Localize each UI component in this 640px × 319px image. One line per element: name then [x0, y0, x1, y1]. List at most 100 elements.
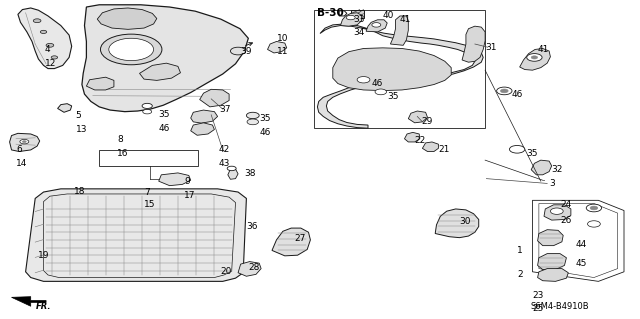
Polygon shape: [538, 269, 568, 281]
Text: 40: 40: [382, 11, 394, 20]
Text: 41: 41: [400, 15, 412, 24]
Text: 46: 46: [512, 90, 524, 99]
Text: 32: 32: [552, 165, 563, 174]
Text: 31: 31: [485, 43, 497, 52]
Polygon shape: [230, 219, 244, 230]
Polygon shape: [268, 41, 287, 53]
Text: 43: 43: [219, 159, 230, 168]
Polygon shape: [200, 89, 229, 107]
Circle shape: [143, 109, 152, 114]
Circle shape: [247, 119, 259, 125]
Text: 10: 10: [276, 34, 288, 43]
Polygon shape: [404, 132, 420, 142]
Circle shape: [109, 38, 154, 61]
Text: 29: 29: [421, 117, 433, 126]
Circle shape: [509, 145, 525, 153]
Text: 2: 2: [517, 271, 523, 279]
Text: 35: 35: [526, 149, 538, 158]
Polygon shape: [159, 173, 191, 186]
Text: 24: 24: [560, 200, 572, 209]
Polygon shape: [422, 142, 438, 152]
Circle shape: [230, 47, 246, 55]
Polygon shape: [191, 123, 214, 135]
Text: 25: 25: [532, 304, 544, 313]
Circle shape: [590, 206, 598, 210]
Text: FR.: FR.: [36, 302, 51, 311]
Polygon shape: [191, 110, 218, 123]
Text: 8: 8: [117, 135, 123, 144]
Polygon shape: [82, 5, 248, 112]
Polygon shape: [228, 169, 238, 179]
Polygon shape: [520, 48, 550, 70]
Text: S6M4-B4910B: S6M4-B4910B: [530, 302, 589, 311]
Text: 46: 46: [259, 128, 271, 137]
Text: 4: 4: [45, 45, 51, 54]
Polygon shape: [317, 24, 483, 128]
Text: 38: 38: [244, 169, 256, 178]
Text: 7: 7: [144, 188, 150, 197]
Text: 36: 36: [246, 222, 258, 231]
Text: B-30: B-30: [317, 8, 344, 19]
Circle shape: [40, 30, 47, 33]
Text: 13: 13: [76, 125, 87, 134]
Polygon shape: [238, 262, 261, 276]
Text: 27: 27: [294, 234, 306, 243]
Polygon shape: [544, 205, 571, 220]
Polygon shape: [340, 13, 362, 26]
Polygon shape: [12, 297, 46, 306]
Circle shape: [372, 23, 381, 27]
Circle shape: [46, 43, 54, 47]
Circle shape: [375, 89, 387, 95]
Text: 44: 44: [576, 241, 588, 249]
Text: 21: 21: [438, 145, 450, 154]
Text: 35: 35: [259, 114, 271, 123]
Text: 35: 35: [159, 110, 170, 119]
Circle shape: [33, 19, 41, 23]
Circle shape: [527, 54, 542, 61]
Polygon shape: [408, 111, 428, 123]
Circle shape: [550, 208, 563, 214]
Text: 14: 14: [16, 159, 28, 168]
Circle shape: [588, 221, 600, 227]
Circle shape: [346, 15, 355, 20]
Circle shape: [500, 89, 508, 93]
Polygon shape: [86, 77, 114, 90]
Text: 30: 30: [460, 217, 471, 226]
Text: 42: 42: [219, 145, 230, 154]
Text: 26: 26: [560, 216, 572, 225]
Text: 6: 6: [16, 145, 22, 154]
FancyBboxPatch shape: [351, 10, 364, 18]
Circle shape: [246, 112, 259, 119]
Text: 16: 16: [117, 149, 129, 158]
Circle shape: [357, 77, 370, 83]
Text: 12: 12: [45, 59, 56, 68]
Text: 23: 23: [532, 291, 544, 300]
Polygon shape: [272, 228, 310, 256]
Text: 1: 1: [517, 246, 523, 255]
Text: 5: 5: [76, 111, 81, 120]
Circle shape: [20, 139, 29, 144]
Text: 19: 19: [38, 251, 50, 260]
Text: 11: 11: [276, 47, 288, 56]
Circle shape: [497, 87, 512, 95]
Text: 39: 39: [240, 47, 252, 56]
Text: 22: 22: [415, 137, 426, 145]
Polygon shape: [531, 160, 552, 175]
Polygon shape: [10, 133, 40, 152]
Circle shape: [227, 166, 236, 171]
Text: 9: 9: [184, 177, 190, 186]
Circle shape: [51, 56, 58, 59]
Polygon shape: [26, 189, 246, 281]
Text: 46: 46: [159, 124, 170, 133]
Polygon shape: [538, 230, 563, 246]
Polygon shape: [435, 209, 479, 238]
Circle shape: [531, 56, 538, 59]
Polygon shape: [390, 16, 408, 45]
Text: 41: 41: [538, 45, 549, 54]
Text: 18: 18: [74, 187, 85, 196]
Text: 28: 28: [248, 263, 260, 272]
Polygon shape: [366, 20, 387, 32]
Circle shape: [586, 204, 602, 212]
Polygon shape: [97, 8, 157, 29]
Text: 35: 35: [387, 93, 399, 101]
